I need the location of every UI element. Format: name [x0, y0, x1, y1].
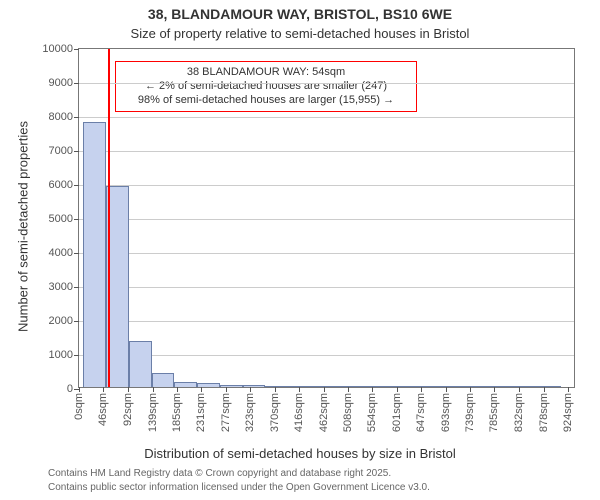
x-axis-label: Distribution of semi-detached houses by …	[0, 446, 600, 461]
histogram-bar	[243, 385, 266, 387]
callout-line1: 38 BLANDAMOUR WAY: 54sqm	[120, 66, 412, 80]
xtick-label: 647sqm	[415, 393, 427, 432]
ytick-label: 5000	[49, 213, 73, 225]
xtick-mark	[103, 387, 104, 392]
histogram-bar	[356, 386, 379, 387]
gridline	[79, 253, 574, 254]
xtick-mark	[421, 387, 422, 392]
xtick-label: 231sqm	[195, 393, 207, 432]
histogram-bar	[493, 386, 516, 387]
ytick-label: 7000	[49, 145, 73, 157]
xtick-mark	[299, 387, 300, 392]
gridline	[79, 219, 574, 220]
ytick-mark	[74, 117, 79, 118]
property-marker-line	[108, 49, 110, 387]
ytick-label: 1000	[49, 349, 73, 361]
xtick-mark	[494, 387, 495, 392]
callout-line3: 98% of semi-detached houses are larger (…	[120, 94, 412, 108]
ytick-mark	[74, 355, 79, 356]
xtick-mark	[470, 387, 471, 392]
xtick-mark	[128, 387, 129, 392]
ytick-mark	[74, 83, 79, 84]
xtick-mark	[201, 387, 202, 392]
xtick-mark	[568, 387, 569, 392]
ytick-mark	[74, 185, 79, 186]
ytick-mark	[74, 321, 79, 322]
xtick-label: 323sqm	[244, 393, 256, 432]
ytick-label: 3000	[49, 281, 73, 293]
histogram-bar	[470, 386, 493, 387]
ytick-mark	[74, 49, 79, 50]
xtick-mark	[519, 387, 520, 392]
chart-title-line1: 38, BLANDAMOUR WAY, BRISTOL, BS10 6WE	[0, 6, 600, 22]
xtick-label: 739sqm	[464, 393, 476, 432]
xtick-mark	[372, 387, 373, 392]
xtick-label: 601sqm	[391, 393, 403, 432]
xtick-mark	[226, 387, 227, 392]
xtick-label: 785sqm	[488, 393, 500, 432]
gridline	[79, 355, 574, 356]
ytick-mark	[74, 287, 79, 288]
chart-container: 38, BLANDAMOUR WAY, BRISTOL, BS10 6WE Si…	[0, 0, 600, 500]
callout-line2: ← 2% of semi-detached houses are smaller…	[120, 80, 412, 94]
histogram-bar	[425, 386, 448, 387]
gridline	[79, 151, 574, 152]
xtick-label: 462sqm	[318, 393, 330, 432]
xtick-mark	[275, 387, 276, 392]
histogram-bar	[311, 386, 334, 387]
xtick-mark	[177, 387, 178, 392]
histogram-bar	[220, 385, 243, 387]
chart-title-line2: Size of property relative to semi-detach…	[0, 26, 600, 41]
xtick-label: 370sqm	[269, 393, 281, 432]
histogram-bar	[152, 373, 175, 387]
ytick-label: 6000	[49, 179, 73, 191]
xtick-label: 139sqm	[147, 393, 159, 432]
gridline	[79, 287, 574, 288]
xtick-mark	[397, 387, 398, 392]
histogram-bar	[129, 341, 152, 387]
xtick-label: 185sqm	[171, 393, 183, 432]
ytick-label: 8000	[49, 111, 73, 123]
xtick-label: 0sqm	[73, 393, 85, 420]
ytick-label: 4000	[49, 247, 73, 259]
xtick-label: 554sqm	[366, 393, 378, 432]
ytick-label: 9000	[49, 77, 73, 89]
xtick-label: 832sqm	[513, 393, 525, 432]
ytick-mark	[74, 253, 79, 254]
xtick-mark	[544, 387, 545, 392]
histogram-bar	[538, 386, 561, 387]
xtick-label: 693sqm	[440, 393, 452, 432]
xtick-mark	[153, 387, 154, 392]
xtick-label: 924sqm	[562, 393, 574, 432]
xtick-label: 277sqm	[220, 393, 232, 432]
xtick-mark	[446, 387, 447, 392]
footer-line1: Contains HM Land Registry data © Crown c…	[48, 468, 391, 479]
histogram-bar	[83, 122, 106, 387]
footer-line2: Contains public sector information licen…	[48, 482, 430, 493]
gridline	[79, 117, 574, 118]
histogram-bar	[265, 386, 288, 387]
xtick-label: 508sqm	[342, 393, 354, 432]
xtick-label: 416sqm	[293, 393, 305, 432]
histogram-bar	[334, 386, 357, 387]
plot-area: 38 BLANDAMOUR WAY: 54sqm ← 2% of semi-de…	[78, 48, 575, 388]
gridline	[79, 321, 574, 322]
xtick-label: 92sqm	[122, 393, 134, 426]
callout-box: 38 BLANDAMOUR WAY: 54sqm ← 2% of semi-de…	[115, 61, 417, 112]
xtick-label: 46sqm	[97, 393, 109, 426]
ytick-label: 2000	[49, 315, 73, 327]
histogram-bar	[447, 386, 470, 387]
histogram-bar	[379, 386, 402, 387]
ytick-mark	[74, 219, 79, 220]
ytick-mark	[74, 151, 79, 152]
xtick-label: 878sqm	[538, 393, 550, 432]
xtick-mark	[250, 387, 251, 392]
gridline	[79, 185, 574, 186]
gridline	[79, 83, 574, 84]
xtick-mark	[324, 387, 325, 392]
ytick-label: 10000	[42, 43, 73, 55]
xtick-mark	[348, 387, 349, 392]
y-axis-label: Number of semi-detached properties	[16, 77, 31, 377]
xtick-mark	[79, 387, 80, 392]
